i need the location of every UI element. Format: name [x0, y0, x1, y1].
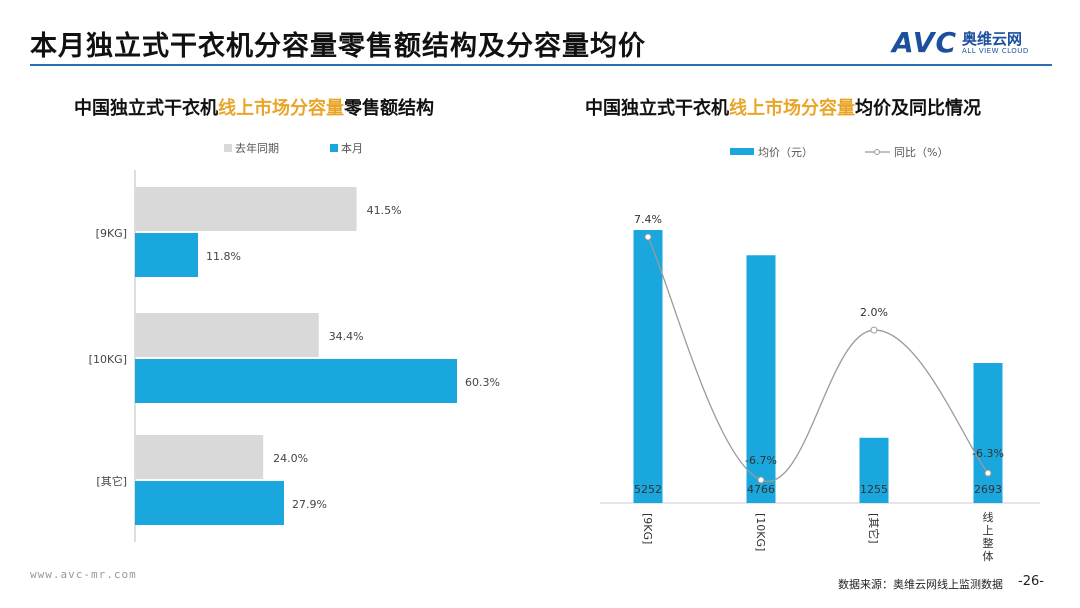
point-yoy — [870, 326, 878, 334]
page-number: -26- — [1018, 574, 1044, 589]
left-title-part-b: 零售额结构 — [344, 98, 434, 119]
brand-logo: AVC 奥维云网 ALL VIEW CLOUD — [892, 26, 1057, 60]
category-label: 线上整体 — [983, 510, 994, 563]
legend-label-avg-price: 均价（元） — [758, 146, 813, 159]
logo-en-text: ALL VIEW CLOUD — [962, 47, 1029, 55]
legend-label-last-year: 去年同期 — [235, 141, 279, 155]
legend-swatch-last-year — [224, 144, 232, 152]
left-title-highlight: 线上市场分容量 — [218, 98, 344, 119]
data-label-last-year: 24.0% — [273, 452, 308, 465]
category-label: [其它] — [867, 513, 881, 544]
data-label-this-month: 11.8% — [206, 250, 241, 263]
data-label-yoy: -6.7% — [745, 454, 777, 467]
line-yoy — [647, 236, 989, 483]
bar-avg-price — [746, 255, 776, 503]
category-label: [10KG] — [89, 353, 127, 366]
data-label-avg-price: 4766 — [747, 483, 775, 496]
bar-avg-price — [633, 230, 663, 503]
right-chart-title: 中国独立式干衣机线上市场分容量均价及同比情况 — [585, 94, 981, 120]
point-yoy — [984, 469, 992, 477]
data-label-avg-price: 5252 — [634, 483, 662, 496]
data-label-this-month: 27.9% — [292, 498, 327, 511]
left-bar-chart: 去年同期 本月 41.5% 11.8% [9KG] 34.4% 60.3% [10KG] 24.… — [89, 141, 500, 542]
footer-url: www.avc-mr.com — [30, 568, 137, 581]
data-label-yoy: 7.4% — [634, 213, 662, 226]
data-label-avg-price: 1255 — [860, 483, 888, 496]
page-title: 本月独立式干衣机分容量零售额结构及分容量均价 — [30, 31, 646, 62]
title-divider — [30, 64, 1052, 66]
bar-avg-price — [973, 363, 1003, 503]
logo-cn-text: 奥维云网 — [962, 30, 1023, 48]
category-label: [其它] — [96, 474, 127, 488]
bar-last-year — [135, 313, 319, 357]
category-label: [10KG] — [754, 513, 767, 551]
bar-last-year — [135, 435, 264, 479]
data-label-yoy: -6.3% — [972, 447, 1004, 460]
logo-avc-mark: AVC — [892, 26, 957, 59]
category-label: [9KG] — [96, 227, 127, 240]
bar-this-month — [135, 233, 199, 277]
legend-swatch-avg-price — [730, 148, 754, 155]
footer-source: 数据来源：奥维云网线上监测数据 — [838, 578, 1003, 591]
bar-this-month — [135, 481, 284, 525]
point-yoy — [644, 233, 652, 241]
data-label-last-year: 34.4% — [329, 330, 364, 343]
right-combo-chart: 均价（元） 同比（%） 5252 4766 1255 2693 7.4% -6.7% 2.0% -… — [600, 146, 1040, 563]
bar-this-month — [135, 359, 457, 403]
legend-swatch-this-month — [330, 144, 338, 152]
bar-last-year — [135, 187, 357, 231]
data-label-this-month: 60.3% — [465, 376, 500, 389]
right-title-part-a: 中国独立式干衣机 — [585, 98, 729, 119]
left-title-part-a: 中国独立式干衣机 — [74, 98, 218, 119]
legend-marker-yoy — [874, 149, 880, 155]
point-yoy — [757, 476, 765, 484]
right-title-highlight: 线上市场分容量 — [729, 98, 855, 119]
left-chart-title: 中国独立式干衣机线上市场分容量零售额结构 — [74, 94, 434, 120]
data-label-last-year: 41.5% — [367, 204, 402, 217]
legend-label-yoy: 同比（%） — [894, 146, 948, 159]
legend-label-this-month: 本月 — [341, 141, 363, 155]
data-label-avg-price: 2693 — [974, 483, 1002, 496]
bar-avg-price — [859, 437, 889, 503]
category-label: [9KG] — [641, 513, 654, 544]
right-title-part-b: 均价及同比情况 — [855, 98, 981, 119]
data-label-yoy: 2.0% — [860, 306, 888, 319]
